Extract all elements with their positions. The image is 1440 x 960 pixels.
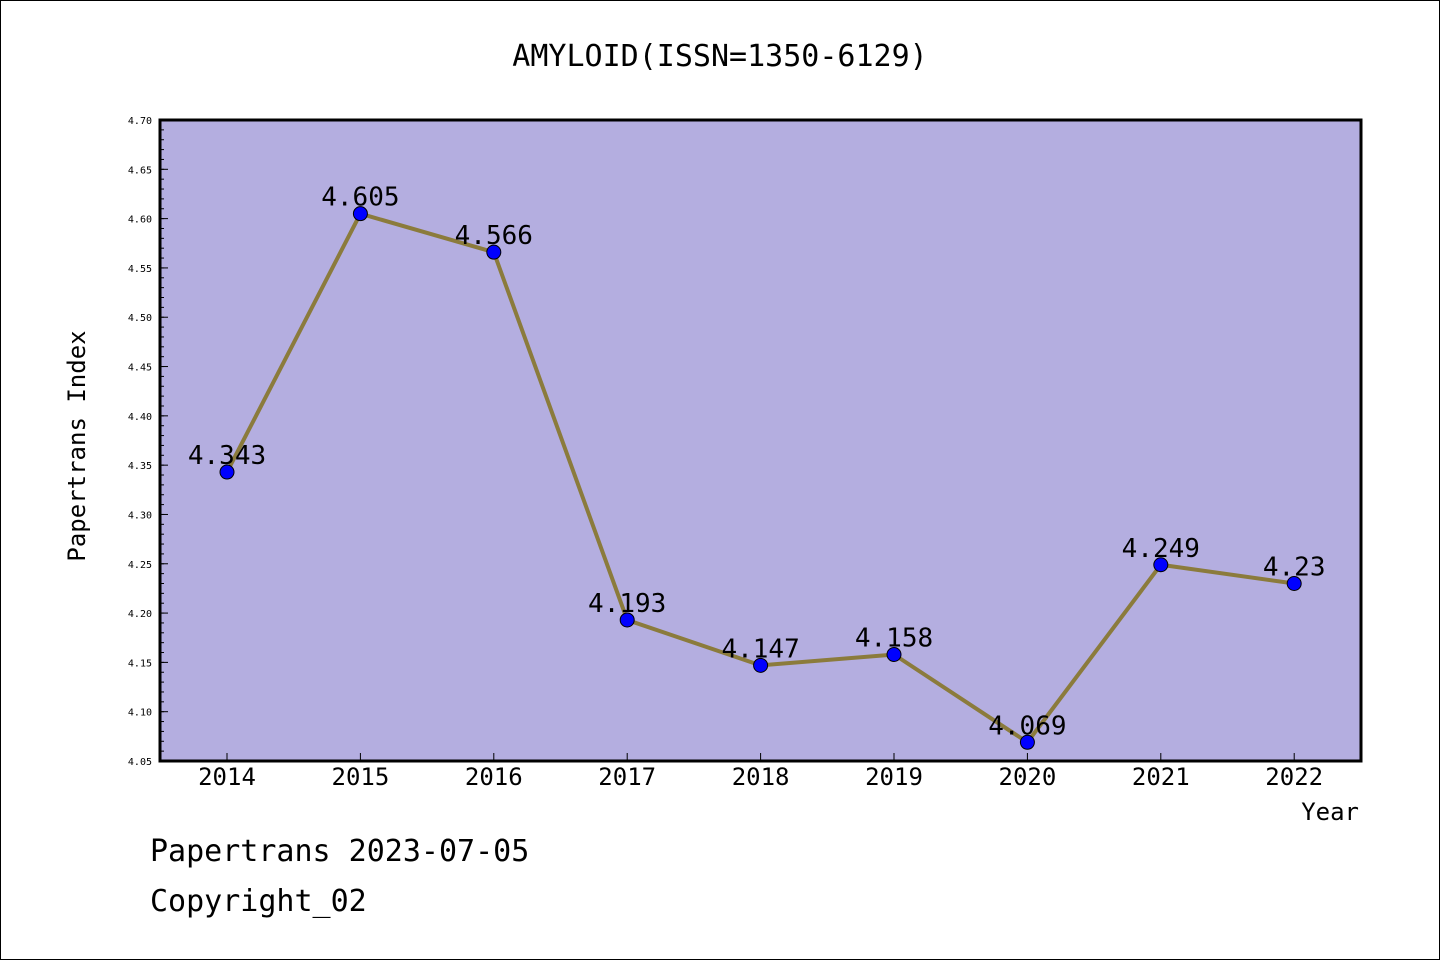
y-tick-label: 4.55: [128, 264, 152, 275]
data-point: [1153, 557, 1169, 573]
x-tick-label: 2019: [865, 763, 923, 791]
data-label: 4.069: [988, 711, 1066, 741]
chart-title: AMYLOID(ISSN=1350-6129): [512, 39, 927, 74]
data-label: 4.566: [455, 221, 533, 251]
series-layer: 4.343 4.605 4.566 4.193 4.147 4.158 4.069 4.249…: [188, 183, 1326, 750]
x-tick-label: 2022: [1265, 763, 1323, 791]
plot-area: [160, 120, 1361, 761]
y-axis-title: Papertrans Index: [63, 330, 91, 561]
data-label: 4.193: [588, 589, 666, 619]
x-tick-label: 2016: [465, 763, 523, 791]
data-label: 4.343: [188, 441, 266, 471]
y-tick-label: 4.20: [128, 609, 152, 620]
x-tick-label: 2017: [598, 763, 656, 791]
data-point: [1286, 575, 1302, 591]
y-tick-label: 4.70: [128, 116, 152, 127]
y-tick-label: 4.45: [128, 363, 152, 374]
x-tick-label: 2018: [732, 763, 790, 791]
y-tick-label: 4.05: [128, 757, 152, 768]
x-tick-label: 2021: [1132, 763, 1190, 791]
y-tick-label: 4.65: [128, 165, 152, 176]
y-tick-label: 4.15: [128, 658, 152, 669]
data-label: 4.249: [1122, 534, 1200, 564]
y-tick-label: 4.35: [128, 461, 152, 472]
y-tick-label: 4.50: [128, 313, 152, 324]
x-tick-label: 2020: [999, 763, 1057, 791]
y-tick-label: 4.25: [128, 560, 152, 571]
y-axis: 4.05 4.10 4.15 4.20 4.25 4.30 4.35 4.40 4.45 4.50…: [128, 116, 168, 768]
data-label: 4.23: [1263, 552, 1326, 582]
y-tick-label: 4.30: [128, 510, 152, 521]
data-point: [619, 612, 635, 628]
data-point: [1019, 734, 1035, 750]
data-point: [886, 646, 902, 662]
y-tick-label: 4.10: [128, 708, 152, 719]
footer-copyright: Copyright_02: [150, 884, 367, 919]
data-point: [753, 657, 769, 673]
data-label: 4.605: [321, 183, 399, 213]
plot-border: [158, 118, 1363, 763]
x-tick-label: 2015: [332, 763, 390, 791]
data-point: [219, 464, 235, 480]
data-label: 4.158: [855, 623, 933, 653]
data-label: 4.147: [721, 634, 799, 664]
y-tick-label: 4.40: [128, 412, 152, 423]
y-tick-label: 4.60: [128, 215, 152, 226]
x-axis: 2014 2015 2016 2017 2018 2019 2020 2021 2022: [198, 753, 1323, 791]
x-axis-title: Year: [1301, 798, 1359, 826]
x-tick-label: 2014: [198, 763, 256, 791]
data-point: [352, 206, 368, 222]
data-point: [486, 244, 502, 260]
footer-date: Papertrans 2023-07-05: [150, 834, 530, 869]
